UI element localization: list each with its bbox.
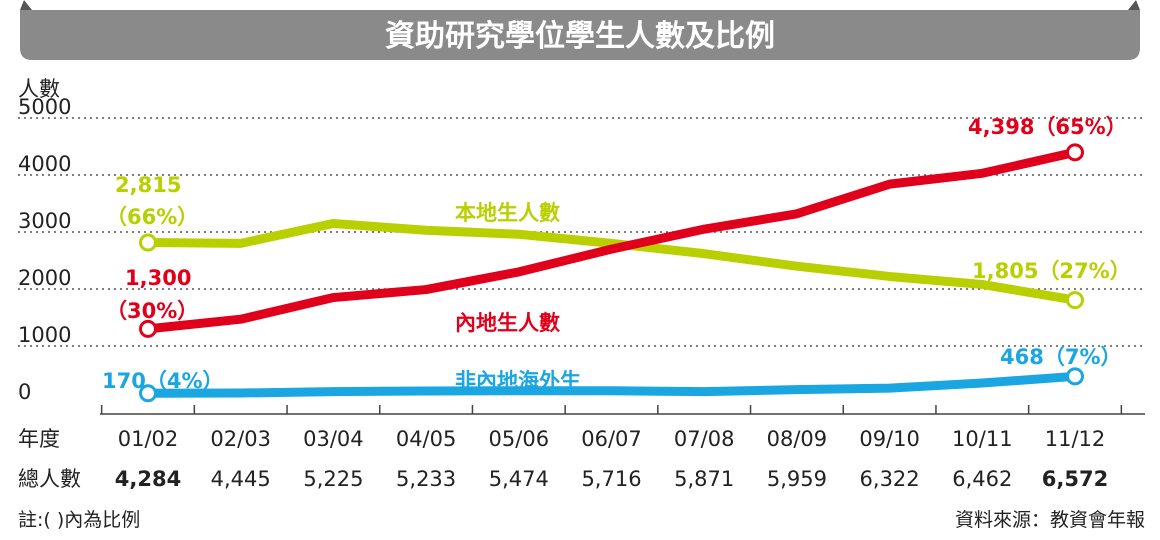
overseas-end-marker: [1066, 367, 1084, 386]
x-tick-label: 11/12: [1045, 427, 1106, 451]
local-series-name-label: 本地生人數: [455, 201, 560, 225]
chart-title: 資助研究學位學生人數及比例: [385, 19, 775, 54]
x-tick-label: 04/05: [396, 427, 457, 451]
y-tick-label: 2000: [18, 266, 71, 290]
total-value: 5,871: [674, 467, 734, 491]
overseas-series-name-label: 非內地海外生: [455, 369, 581, 393]
total-value: 4,284: [115, 467, 181, 491]
x-tick-label: 10/11: [952, 427, 1013, 451]
x-tick-label: 07/08: [674, 427, 735, 451]
overseas-series-line: [143, 371, 1080, 398]
x-tick-label: 06/07: [581, 427, 642, 451]
total-value: 4,445: [211, 467, 271, 491]
local-start-value-label: 2,815: [115, 173, 181, 197]
overseas-start-label: 170（4%）: [102, 369, 224, 393]
local-series-line: [143, 218, 1080, 305]
mainland-series-name-label: 內地生人數: [455, 311, 560, 335]
total-value: 5,233: [396, 467, 456, 491]
x-tick-label: 08/09: [767, 427, 828, 451]
total-value: 6,572: [1042, 467, 1108, 491]
footnote: 註:( )內為比例: [18, 509, 140, 531]
mainland-end-label: 4,398（65%）: [968, 115, 1127, 139]
x-tick-label: 05/06: [489, 427, 550, 451]
mainland-end-marker: [139, 319, 157, 338]
total-value: 6,462: [952, 467, 1012, 491]
total-value: 5,225: [303, 467, 363, 491]
y-tick-label: 1000: [18, 323, 71, 347]
x-tick-label: 02/03: [210, 427, 271, 451]
mainland-series-line: [143, 147, 1080, 334]
source-note: 資料來源：教資會年報: [955, 509, 1145, 531]
x-axis-label: 年度: [18, 427, 60, 451]
local-end-marker: [139, 233, 157, 252]
title-banner: 資助研究學位學生人數及比例: [20, 0, 1140, 60]
y-tick-label: 0: [18, 380, 31, 404]
mainland-start-value-label: 1,300: [125, 266, 191, 290]
y-tick-label: 4000: [18, 152, 71, 176]
overseas-end-marker: [139, 384, 157, 403]
total-value: 5,474: [489, 467, 549, 491]
y-tick-label: 5000: [18, 95, 71, 119]
total-value: 6,322: [860, 467, 920, 491]
total-value: 5,959: [767, 467, 827, 491]
y-tick-label: 3000: [18, 209, 71, 233]
x-tick-label: 01/02: [118, 427, 179, 451]
local-start-pct-label: （66%）: [106, 205, 198, 229]
x-tick-label: 03/04: [303, 427, 364, 451]
totals-label: 總人數: [18, 467, 81, 491]
local-end-marker: [1066, 291, 1084, 310]
total-value: 5,716: [581, 467, 641, 491]
mainland-start-pct-label: （30%）: [106, 299, 198, 323]
x-tick-label: 09/10: [859, 427, 920, 451]
mainland-end-marker: [1066, 143, 1084, 162]
y-axis-label: 人數: [18, 77, 60, 101]
overseas-end-label: 468（7%）: [1000, 345, 1122, 369]
local-end-label: 1,805（27%）: [972, 259, 1131, 283]
